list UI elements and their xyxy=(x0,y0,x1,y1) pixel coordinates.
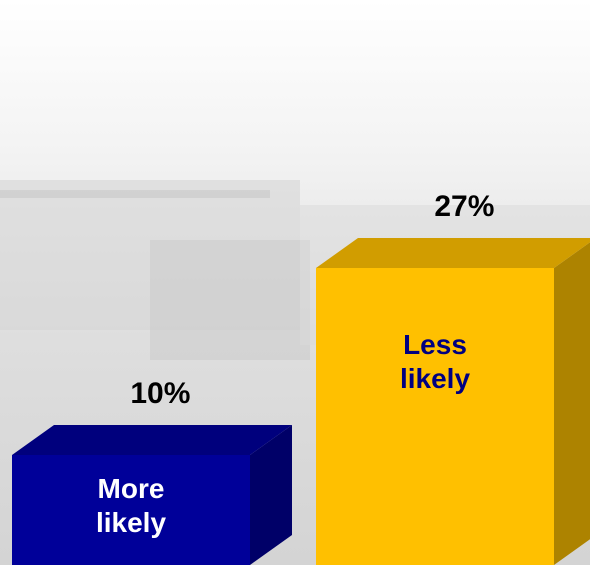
category-label: More likely xyxy=(95,473,167,538)
bar-side xyxy=(554,242,590,565)
value-label: 10% xyxy=(130,377,190,410)
value-label: 27% xyxy=(434,190,494,223)
bar-side xyxy=(250,425,292,565)
bar xyxy=(316,268,554,565)
bar-top xyxy=(316,238,590,268)
category-label: Less likely xyxy=(399,329,471,394)
bar xyxy=(12,455,250,565)
bar-top xyxy=(12,425,292,455)
